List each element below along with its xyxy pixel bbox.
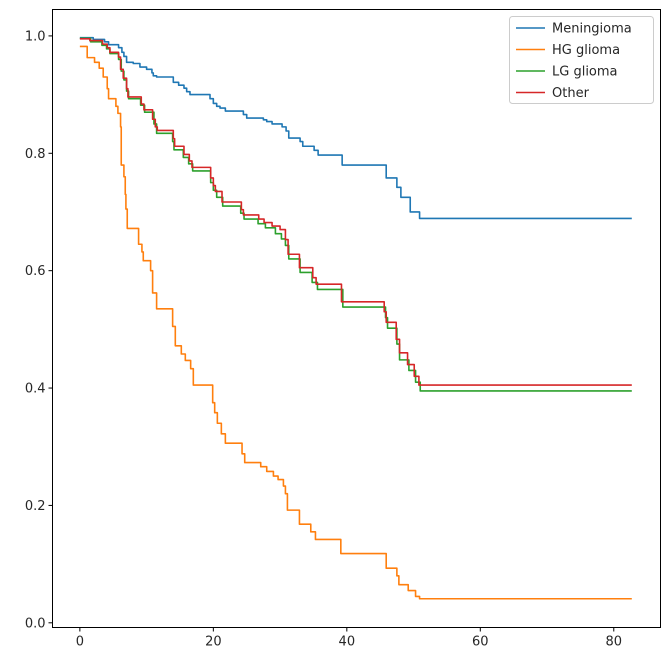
y-tick-label: 1.0 — [25, 29, 46, 44]
y-tick-label: 0.8 — [25, 147, 46, 162]
series-line-hg-glioma — [79, 45, 632, 600]
x-tick-label: 40 — [339, 635, 356, 650]
legend-label-hg-glioma: HG glioma — [552, 43, 620, 58]
x-tick-label: 20 — [205, 635, 222, 650]
plot-area — [79, 36, 632, 600]
y-tick-label: 0.6 — [25, 264, 46, 279]
legend: Meningioma HG glioma LG glioma Other — [509, 16, 654, 104]
x-tick-label: 80 — [606, 635, 623, 650]
legend-label-other: Other — [552, 86, 590, 101]
series-line-other — [79, 38, 632, 386]
legend-label-meningioma: Meningioma — [552, 22, 632, 37]
y-axis: 0.0 0.2 0.4 0.6 0.8 1.0 — [25, 29, 53, 631]
legend-box — [509, 16, 654, 104]
axes-frame — [52, 9, 661, 628]
y-tick-label: 0.0 — [25, 616, 46, 631]
x-tick-label: 60 — [472, 635, 489, 650]
legend-items: Meningioma HG glioma LG glioma Other — [516, 22, 632, 101]
x-axis: 0 20 40 60 80 — [76, 627, 623, 650]
y-tick-label: 0.2 — [25, 499, 46, 514]
x-tick-label: 0 — [76, 635, 84, 650]
legend-label-lg-glioma: LG glioma — [552, 65, 618, 80]
y-tick-label: 0.4 — [25, 382, 46, 397]
series-line-meningioma — [79, 36, 632, 220]
